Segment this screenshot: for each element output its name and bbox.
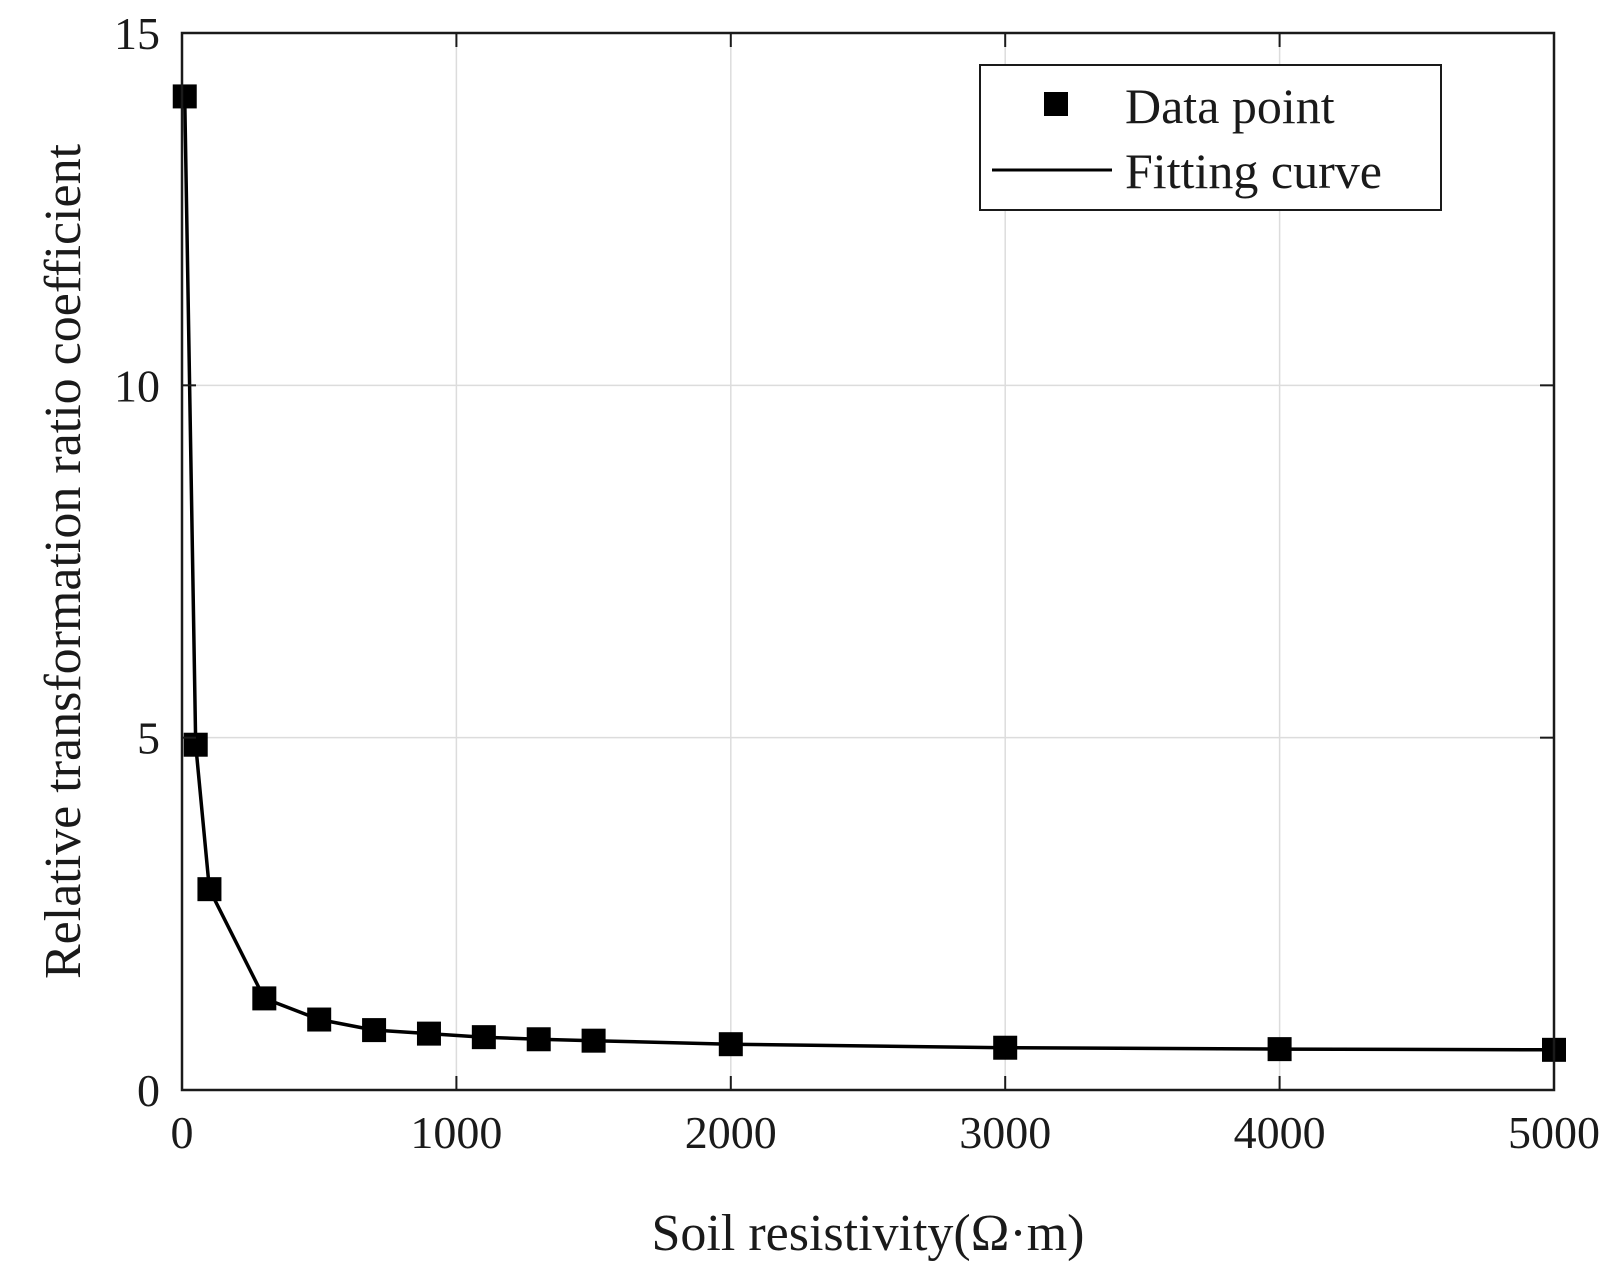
data-point-marker — [362, 1018, 387, 1043]
legend-label-fitting-curve: Fitting curve — [1125, 143, 1382, 199]
x-tick-label: 5000 — [1508, 1107, 1600, 1158]
data-point-marker — [471, 1025, 496, 1050]
x-tick-label: 0 — [171, 1107, 194, 1158]
x-tick-label: 4000 — [1234, 1107, 1326, 1158]
legend: Data point Fitting curve — [979, 64, 1442, 211]
x-tick-label: 1000 — [410, 1107, 502, 1158]
data-point-marker — [307, 1007, 332, 1032]
y-tick-label: 10 — [114, 360, 160, 411]
data-point-marker — [526, 1027, 551, 1052]
y-axis-label: Relative transformation ratio coefficien… — [35, 143, 92, 979]
data-point-marker — [252, 986, 277, 1011]
y-tick-label: 15 — [114, 8, 160, 59]
axis-ticks: 0 1000 2000 3000 4000 5000 0 5 10 15 — [114, 8, 1600, 1158]
data-point-marker — [197, 877, 222, 902]
legend-box — [979, 64, 1442, 211]
legend-marker-swatch — [1044, 92, 1068, 116]
data-point-marker — [172, 84, 197, 109]
series-layer — [172, 84, 1566, 1062]
data-point-marker — [1267, 1037, 1292, 1062]
x-tick-label: 3000 — [959, 1107, 1051, 1158]
y-tick-label: 0 — [137, 1065, 160, 1116]
data-point-marker — [183, 732, 208, 757]
plot-frame — [180, 31, 1556, 1092]
x-axis-label: Soil resistivity(Ω·m) — [652, 1205, 1085, 1262]
x-tick-label: 2000 — [685, 1107, 777, 1158]
fitting-curve-line — [182, 96, 1555, 1052]
y-tick-label: 5 — [137, 713, 160, 764]
data-point-marker — [718, 1032, 743, 1057]
data-point-marker — [993, 1035, 1018, 1060]
data-point-marker — [581, 1028, 606, 1053]
data-point-marker — [416, 1021, 441, 1046]
legend-label-data-point: Data point — [1125, 78, 1335, 134]
